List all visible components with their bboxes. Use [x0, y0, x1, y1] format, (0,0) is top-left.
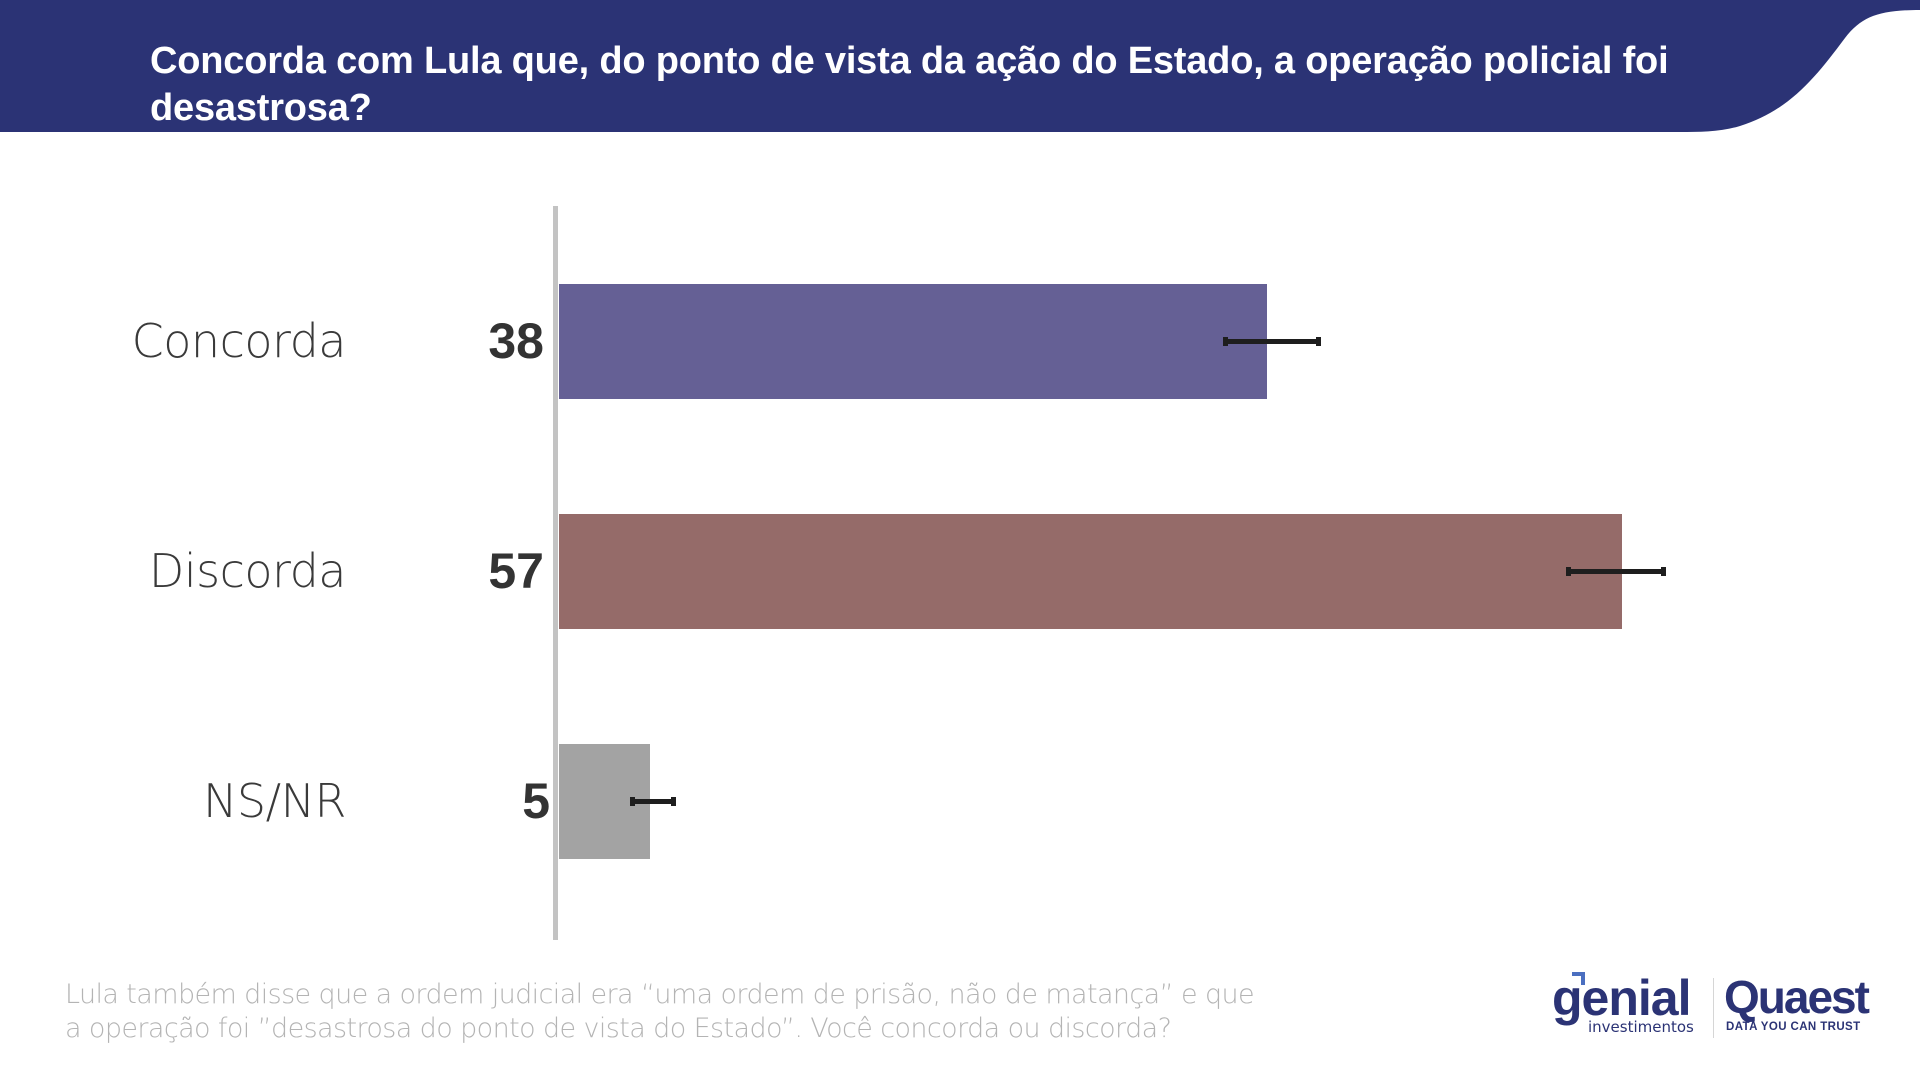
quaest-tagline: DATA YOU CAN TRUST: [1726, 1021, 1861, 1033]
category-label: Discorda: [148, 544, 347, 598]
bar-row-nsnr: NS/NR 5: [0, 744, 1920, 859]
genial-wordmark: genial: [1552, 970, 1691, 1026]
logo-divider: [1713, 978, 1714, 1038]
genial-mark-icon: [1572, 972, 1585, 985]
footnote-line-1: Lula também disse que a ordem judicial e…: [65, 979, 1255, 1010]
error-bar: [1223, 337, 1321, 346]
quaest-logo: Quaest DATA YOU CAN TRUST: [1724, 970, 1894, 1040]
value-label: 38: [488, 313, 544, 369]
genial-logo: genial investimentos: [1552, 970, 1702, 1040]
quaest-wordmark: Quaest: [1724, 971, 1870, 1023]
bar-row-discorda: Discorda 57: [0, 514, 1920, 629]
bar-concorda: [559, 284, 1267, 399]
footnote: Lula também disse que a ordem judicial e…: [65, 978, 1265, 1046]
category-label: NS/NR: [203, 774, 346, 828]
genial-subtitle: investimentos: [1588, 1018, 1694, 1036]
error-bar: [630, 797, 676, 806]
value-label: 5: [522, 773, 550, 829]
bar-discorda: [559, 514, 1622, 629]
value-label: 57: [488, 543, 544, 599]
footnote-line-2: a operação foi ”desastrosa do ponto de v…: [65, 1013, 1172, 1044]
page-title: Concorda com Lula que, do ponto de vista…: [150, 40, 1669, 129]
header-banner: [0, 0, 1920, 132]
error-bar: [1566, 567, 1666, 576]
chart-axis-line: [553, 206, 558, 940]
category-label: Concorda: [131, 314, 347, 368]
bar-row-concorda: Concorda 38: [0, 284, 1920, 399]
